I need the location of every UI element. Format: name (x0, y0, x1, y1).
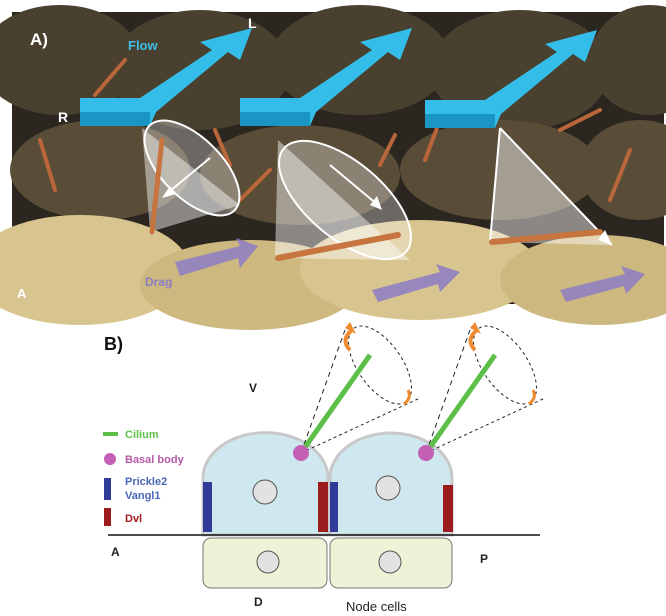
flow-label: Flow (128, 38, 158, 53)
prickle-vangl (330, 482, 338, 532)
ventral-label: V (249, 381, 257, 395)
nucleus (257, 551, 279, 573)
dvl (443, 485, 453, 532)
dorsal-label: D (254, 595, 263, 609)
panel-a: A) Flow L R Drag A (0, 5, 666, 330)
nucleus (379, 551, 401, 573)
nucleus (253, 480, 277, 504)
legend-label: Dvl (125, 513, 142, 525)
anterior-label: A (17, 286, 27, 301)
cilium-cone (418, 316, 549, 461)
legend-label: Vangl1 (125, 490, 160, 502)
right-label: R (58, 109, 68, 125)
posterior-label: P (480, 552, 488, 566)
drag-label: Drag (145, 275, 172, 289)
legend-label: Prickle2 (125, 476, 167, 488)
legend-swatch (104, 508, 111, 526)
panel-b: B) V (103, 316, 549, 614)
legend-swatch (104, 478, 111, 500)
dvl (318, 482, 328, 532)
page: A) Flow L R Drag A B) V (0, 0, 666, 616)
legend: Cilium Basal body Prickle2 Vangl1 Dvl (103, 429, 185, 526)
caption: Node cells (346, 599, 407, 614)
left-label: L (248, 15, 257, 31)
figure: A) Flow L R Drag A B) V (0, 0, 666, 616)
prickle-vangl (203, 482, 212, 532)
legend-label: Cilium (125, 429, 159, 441)
legend-label: Basal body (125, 454, 185, 466)
anterior-label: A (111, 545, 120, 559)
panel-label: B) (104, 334, 123, 354)
legend-swatch (104, 453, 116, 465)
nucleus (376, 476, 400, 500)
panel-label: A) (30, 30, 48, 49)
